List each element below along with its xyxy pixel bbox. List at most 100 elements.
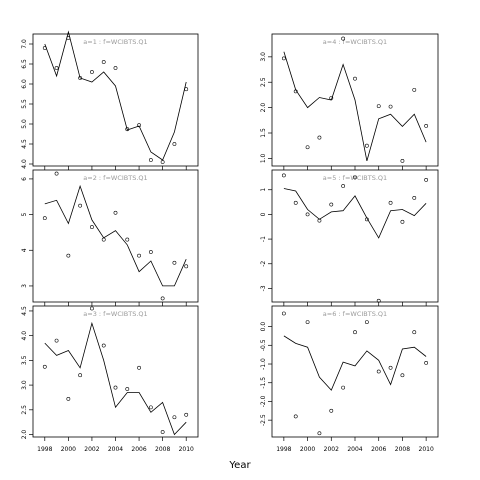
y-tick-label: -3 (260, 285, 267, 291)
observed-point (113, 210, 118, 215)
y-tick-label: 0 (260, 212, 267, 216)
observed-point (101, 237, 106, 242)
y-tick-label: 7.0 (21, 39, 28, 49)
observed-point (54, 171, 59, 176)
observed-point (305, 212, 310, 217)
observed-point (54, 66, 59, 70)
observed-point (101, 60, 106, 64)
observed-point (184, 264, 189, 269)
observed-point (160, 430, 165, 434)
observed-point (400, 219, 405, 224)
x-tick-label: 2008 (395, 446, 410, 453)
observed-point (400, 159, 405, 163)
panel-frame (32, 169, 199, 303)
observed-point (137, 253, 141, 258)
observed-point (424, 360, 429, 365)
y-tick-label: 4 (21, 248, 28, 252)
observed-point (148, 158, 153, 162)
observed-point (172, 415, 177, 420)
observed-point (42, 364, 47, 369)
y-tick-label: -1.0 (260, 358, 267, 370)
fitted-line (44, 184, 187, 287)
observed-point (90, 70, 94, 74)
y-tick-label: 1.5 (260, 128, 267, 138)
observed-point (376, 298, 381, 303)
observed-point (317, 218, 322, 223)
y-tick-label: 3.0 (21, 380, 28, 390)
observed-point (113, 385, 118, 390)
y-tick-label: 4.5 (21, 139, 28, 149)
fitted-line (283, 188, 427, 239)
observed-point (113, 66, 118, 70)
observed-point (172, 260, 177, 265)
y-tick-label: 3 (21, 284, 28, 288)
y-tick-label: 1 (260, 188, 267, 192)
observed-point (66, 36, 71, 40)
observed-point (137, 365, 141, 370)
observed-point (329, 408, 334, 413)
panel-2: a=4 : f=WCIBTS.Q1 1.0 1.5 2.0 2.5 3.0 (260, 33, 439, 170)
observed-point (353, 175, 357, 180)
x-tick-label: 2000 (61, 446, 76, 453)
panel-frame (271, 169, 439, 303)
x-tick-label: 2010 (419, 446, 434, 453)
observed-point (353, 330, 357, 335)
y-tick-label: 6.0 (21, 79, 28, 89)
x-tick-label: 2008 (155, 446, 170, 453)
observed-point (78, 203, 83, 208)
x-tick-label: 2004 (108, 446, 123, 453)
observed-point (412, 195, 417, 200)
observed-point (184, 87, 189, 92)
observed-point (54, 338, 59, 343)
panel-frame (32, 33, 199, 167)
y-tick-label: 3.0 (260, 52, 267, 62)
observed-point (90, 225, 94, 229)
x-tick-label: 2006 (131, 446, 146, 453)
observed-point (184, 412, 189, 417)
panel-title: a=5 : f=WCIBTS.Q1 (323, 174, 387, 182)
x-tick-label: 2002 (84, 446, 99, 453)
observed-point (412, 87, 417, 92)
observed-point (388, 365, 393, 370)
observed-point (78, 373, 83, 378)
observed-point (125, 237, 130, 242)
x-axis-label: Year (229, 460, 251, 471)
y-tick-label: -1 (260, 236, 267, 242)
panel-title: a=2 : f=WCIBTS.Q1 (83, 174, 147, 182)
observed-point (78, 76, 83, 80)
y-tick-label: 2.0 (21, 430, 28, 440)
observed-point (305, 320, 310, 324)
observed-point (281, 56, 286, 61)
y-tick-label: 2.5 (260, 77, 267, 87)
observed-point (42, 216, 47, 221)
panel-4: a=5 : f=WCIBTS.Q1 -3 -2 -1 0 1 (260, 169, 439, 306)
observed-point (137, 123, 141, 128)
panel-title: a=6 : f=WCIBTS.Q1 (323, 310, 387, 318)
observed-point (66, 397, 71, 401)
fitted-line (283, 335, 427, 391)
x-tick-label: 2002 (324, 446, 339, 453)
observed-point (341, 385, 346, 390)
observed-point (148, 250, 153, 254)
x-tick-label: 2006 (371, 446, 386, 453)
observed-point (125, 127, 130, 132)
x-tick-label: 2000 (300, 446, 315, 453)
observed-point (281, 173, 286, 178)
y-tick-label: 3.5 (21, 355, 28, 365)
observed-point (388, 200, 393, 205)
y-tick-label: -1.5 (260, 377, 267, 389)
y-tick-label: -2 (260, 261, 267, 267)
observed-point (353, 76, 357, 81)
observed-point (400, 373, 405, 378)
observed-point (376, 104, 381, 108)
observed-point (281, 311, 286, 316)
observed-point (364, 143, 369, 148)
observed-point (101, 343, 106, 348)
panel-1: a=1 : f=WCIBTS.Q1 4.0 4.5 5.0 5.5 6.0 6.5 7.0 (21, 30, 199, 170)
observed-point (341, 36, 346, 41)
y-tick-label: -2.0 (260, 395, 267, 407)
y-tick-label: 2.0 (260, 103, 267, 113)
observed-point (376, 369, 381, 374)
panel-3: a=2 : f=WCIBTS.Q1 3 4 5 6 (21, 169, 199, 306)
